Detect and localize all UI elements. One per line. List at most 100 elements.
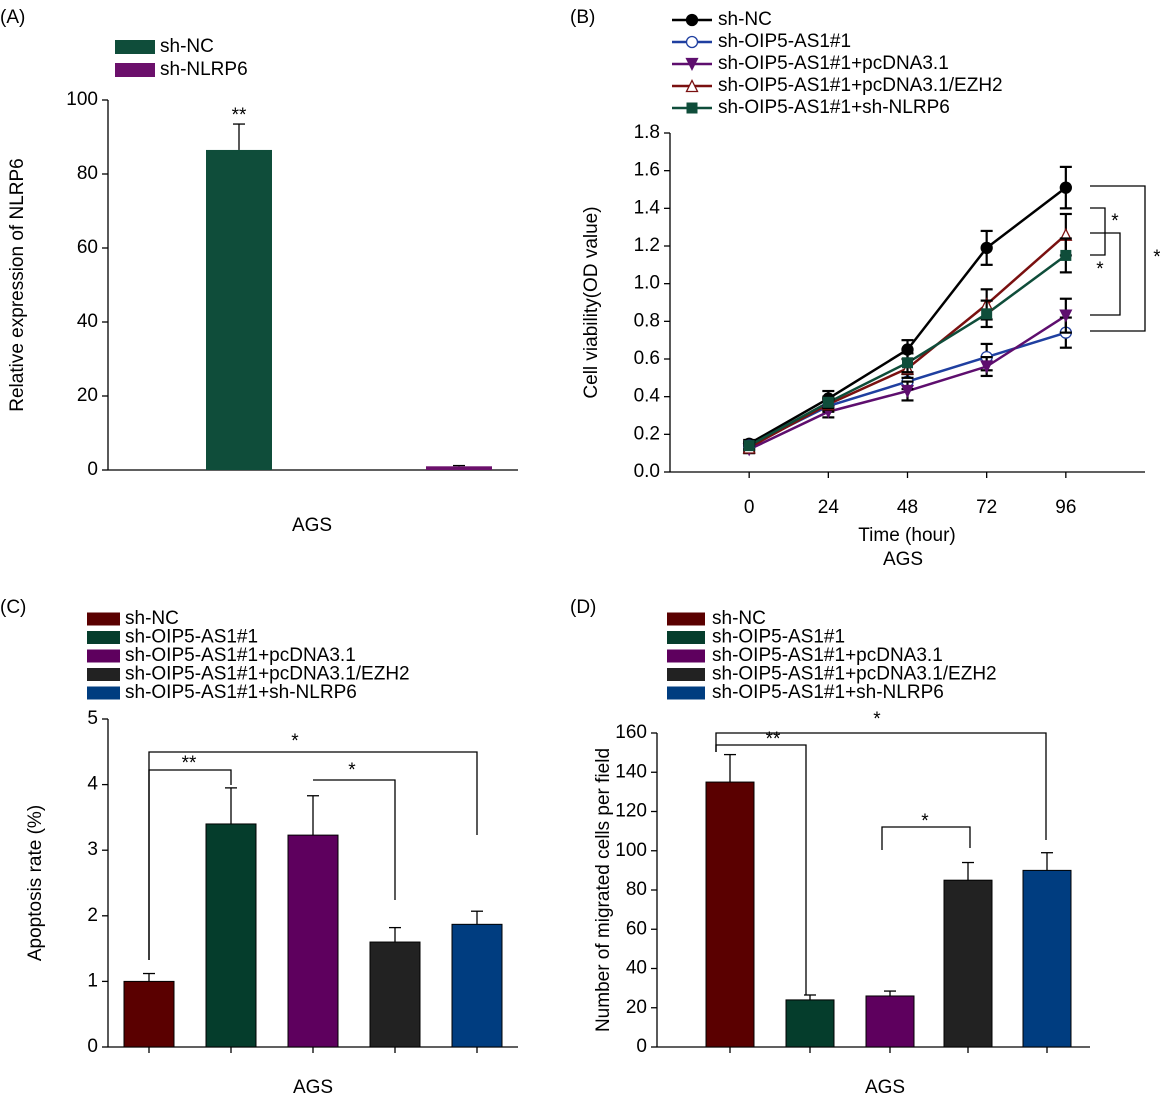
legend-swatch bbox=[667, 668, 705, 681]
x-axis-label: AGS bbox=[865, 1077, 905, 1096]
bar bbox=[205, 823, 257, 1048]
bar bbox=[943, 879, 993, 1048]
legend-swatch bbox=[87, 612, 120, 626]
legend-swatch bbox=[667, 612, 705, 626]
significance-bracket bbox=[1090, 207, 1106, 256]
y-tick-label: 100 bbox=[615, 840, 647, 861]
y-tick-label: 0 bbox=[636, 1036, 647, 1057]
significance-bracket bbox=[1090, 232, 1121, 316]
bar bbox=[426, 466, 492, 470]
annotation: * bbox=[873, 709, 881, 730]
legend-label: sh-NC bbox=[125, 608, 179, 629]
y-tick-label: 1.4 bbox=[634, 197, 661, 218]
x-tick-label: 48 bbox=[897, 497, 918, 518]
y-tick-label: 20 bbox=[77, 385, 98, 406]
group-label: AGS bbox=[883, 549, 923, 570]
y-tick-label: 60 bbox=[626, 918, 647, 939]
bar bbox=[287, 834, 339, 1048]
legend-swatch bbox=[87, 649, 120, 663]
marker bbox=[822, 396, 834, 408]
legend-swatch bbox=[87, 668, 120, 681]
panel-label: (C) bbox=[0, 597, 26, 618]
legend-swatch bbox=[667, 686, 705, 700]
legend-swatch bbox=[87, 631, 120, 644]
bar bbox=[785, 999, 835, 1048]
marker bbox=[902, 357, 913, 369]
significance-bracket bbox=[148, 751, 478, 960]
legend-swatch bbox=[667, 631, 705, 644]
y-tick-label: 80 bbox=[626, 879, 647, 900]
legend-label: sh-NC bbox=[718, 9, 772, 30]
marker bbox=[980, 241, 993, 255]
legend-marker bbox=[686, 102, 698, 114]
y-axis-label: Cell viability(OD value) bbox=[581, 206, 602, 398]
bar bbox=[123, 980, 175, 1048]
significance-bracket bbox=[881, 826, 971, 850]
annotation: ** bbox=[232, 105, 247, 126]
y-tick-label: 160 bbox=[615, 722, 647, 743]
y-tick-label: 40 bbox=[626, 958, 647, 979]
x-tick-label: 24 bbox=[818, 497, 840, 518]
y-tick-label: 4 bbox=[87, 774, 98, 795]
legend-label: sh-OIP5-AS1#1+pcDNA3.1/EZH2 bbox=[712, 664, 997, 685]
significance-bracket bbox=[313, 779, 396, 900]
marker bbox=[900, 384, 915, 398]
legend-label: sh-OIP5-AS1#1+sh-NLRP6 bbox=[125, 682, 357, 703]
bar bbox=[206, 149, 272, 470]
y-axis-label: Apoptosis rate (%) bbox=[25, 805, 46, 961]
y-tick-label: 0.8 bbox=[634, 310, 660, 331]
bar bbox=[369, 941, 421, 1048]
legend-label: sh-OIP5-AS1#1+pcDNA3.1 bbox=[125, 645, 356, 666]
annotation: * bbox=[921, 811, 929, 832]
legend-label: sh-OIP5-AS1#1+pcDNA3.1 bbox=[712, 645, 943, 666]
y-tick-label: 1.0 bbox=[634, 273, 660, 294]
marker bbox=[1060, 249, 1072, 261]
x-axis-label: AGS bbox=[293, 1077, 333, 1096]
annotation: ** bbox=[182, 753, 197, 774]
bar bbox=[451, 923, 503, 1048]
legend-swatch bbox=[667, 649, 705, 663]
y-tick-label: 0.0 bbox=[634, 461, 660, 482]
legend-label: sh-OIP5-AS1#1+pcDNA3.1/EZH2 bbox=[125, 664, 410, 685]
panel-label: (D) bbox=[570, 597, 596, 618]
y-tick-label: 1 bbox=[87, 970, 98, 991]
marker bbox=[1059, 181, 1072, 194]
legend-label: sh-NC bbox=[160, 36, 214, 57]
panel-label: (A) bbox=[0, 7, 25, 28]
y-axis-label: Relative expression of NLRP6 bbox=[7, 158, 28, 411]
legend-label: sh-NLRP6 bbox=[160, 59, 248, 80]
legend-marker bbox=[685, 35, 699, 49]
bar bbox=[705, 781, 755, 1048]
marker bbox=[981, 308, 993, 320]
bar bbox=[1022, 869, 1072, 1048]
annotation: * bbox=[1153, 247, 1160, 268]
y-tick-label: 60 bbox=[77, 237, 98, 258]
legend-label: sh-NC bbox=[712, 608, 766, 629]
y-tick-label: 0 bbox=[87, 1036, 98, 1057]
legend-label: sh-OIP5-AS1#1+pcDNA3.1 bbox=[718, 53, 949, 74]
marker bbox=[1059, 309, 1073, 323]
legend-marker bbox=[685, 57, 699, 71]
bar bbox=[865, 995, 915, 1048]
y-tick-label: 80 bbox=[77, 163, 98, 184]
marker bbox=[980, 360, 994, 374]
y-tick-label: 0.6 bbox=[634, 348, 660, 369]
y-tick-label: 0.2 bbox=[634, 423, 660, 444]
x-tick-label: 72 bbox=[976, 497, 997, 518]
legend-label: sh-OIP5-AS1#1+sh-NLRP6 bbox=[712, 682, 944, 703]
legend-label: sh-OIP5-AS1#1+sh-NLRP6 bbox=[718, 97, 950, 118]
x-tick-label: 96 bbox=[1055, 497, 1076, 518]
significance-bracket bbox=[1090, 185, 1146, 332]
significance-bracket bbox=[715, 732, 1047, 840]
legend-label: sh-OIP5-AS1#1 bbox=[718, 31, 851, 52]
y-tick-label: 40 bbox=[77, 311, 98, 332]
annotation: * bbox=[291, 731, 299, 752]
y-tick-label: 20 bbox=[626, 997, 647, 1018]
x-axis-label: Time (hour) bbox=[858, 525, 955, 546]
y-axis-label: Number of migrated cells per field bbox=[593, 748, 614, 1032]
panel-label: (B) bbox=[570, 7, 595, 28]
marker bbox=[743, 440, 755, 452]
y-tick-label: 0.4 bbox=[634, 386, 661, 407]
legend-label: sh-OIP5-AS1#1+pcDNA3.1/EZH2 bbox=[718, 75, 1003, 96]
x-tick-label: 0 bbox=[744, 497, 755, 518]
